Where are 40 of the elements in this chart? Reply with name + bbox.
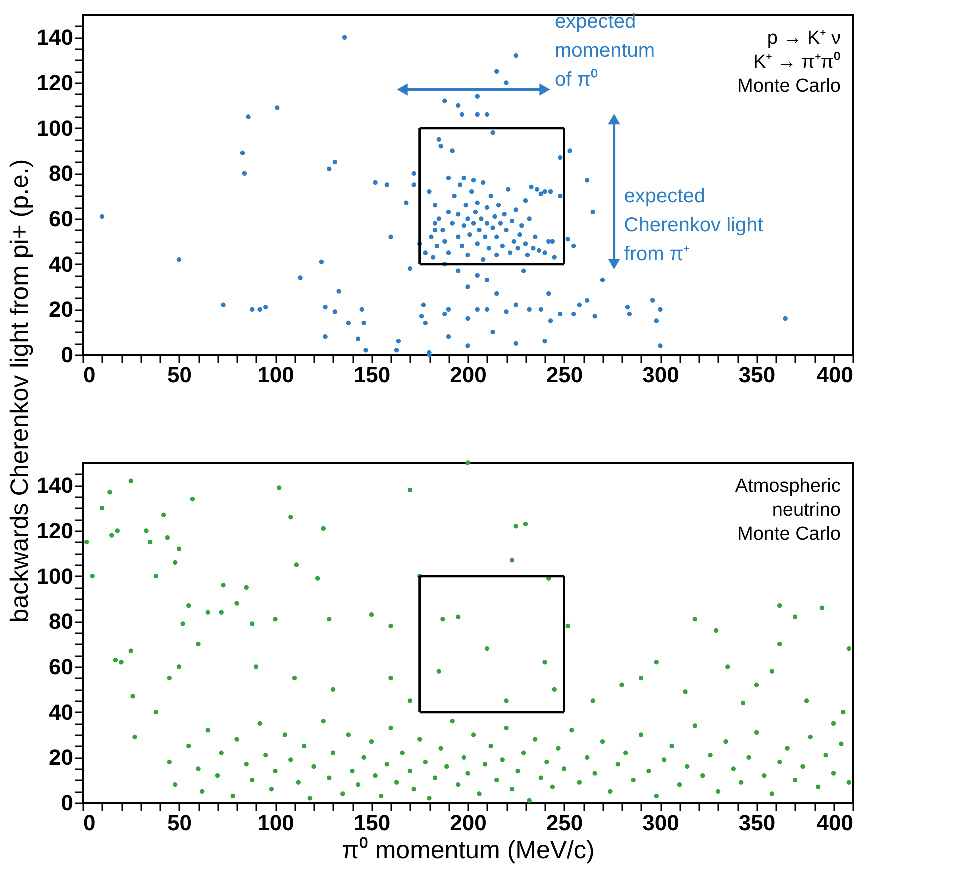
x-tick-label: 150 (354, 810, 391, 836)
y-tick-label: 120 (36, 518, 74, 544)
y-axis-title: backwards Cherenkov light from pi+ (p.e.) (6, 159, 34, 623)
x-tick-label: 400 (816, 810, 854, 836)
x-tick-label: 250 (546, 810, 584, 836)
y-tick-label: 100 (36, 564, 74, 589)
x-tick-label: 0 (84, 362, 96, 388)
x-tick-label: 200 (450, 362, 487, 388)
y-tick-label: 120 (36, 70, 74, 96)
x-tick-label: 100 (258, 362, 294, 388)
y-tick-label: 100 (36, 116, 74, 141)
annotation: expected momentum of π⁰ (555, 10, 656, 91)
y-tick-label: 80 (49, 161, 74, 186)
x-tick-label: 350 (738, 362, 776, 388)
y-tick-label: 80 (49, 609, 74, 634)
y-tick-label: 40 (49, 700, 74, 725)
y-tick-label: 0 (61, 342, 74, 368)
x-tick-label: 50 (168, 810, 192, 836)
x-tick-label: 100 (258, 810, 294, 836)
x-tick-label: 150 (354, 362, 391, 388)
x-tick-label: 50 (168, 362, 192, 388)
y-tick-label: 20 (49, 297, 74, 322)
annotation: expected Cherenkov light from π⁺ (624, 185, 764, 266)
annotation: Atmospheric neutrino Monte Carlo (735, 476, 841, 545)
y-tick-label: 20 (49, 745, 74, 770)
x-tick-label: 250 (546, 362, 584, 388)
y-tick-label: 140 (36, 25, 74, 50)
x-tick-label: 200 (450, 810, 487, 836)
x-tick-label: 400 (816, 362, 854, 388)
annotation: p → K⁺ ν K⁺ → π⁺π⁰ Monte Carlo (738, 28, 841, 97)
y-tick-label: 0 (61, 790, 74, 816)
x-tick-label: 350 (738, 810, 776, 836)
x-tick-label: 0 (84, 810, 96, 836)
y-tick-label: 140 (36, 473, 74, 498)
y-tick-label: 60 (49, 654, 74, 680)
x-axis-title: π⁰ momentum (MeV/c) (342, 836, 595, 864)
x-tick-label: 300 (642, 362, 680, 388)
y-tick-label: 40 (49, 252, 74, 277)
x-tick-label: 300 (642, 810, 680, 836)
y-tick-label: 60 (49, 206, 74, 232)
